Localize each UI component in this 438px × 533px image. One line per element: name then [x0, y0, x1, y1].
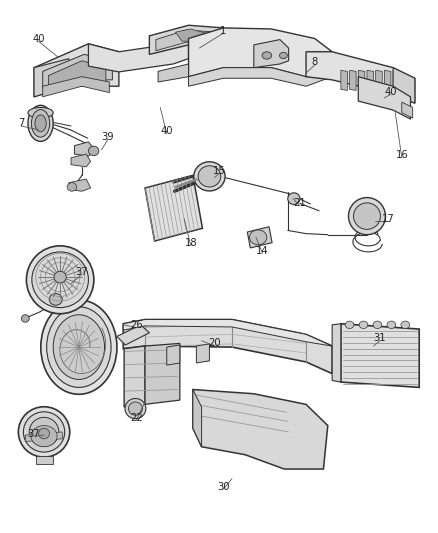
Text: 16: 16	[396, 150, 408, 160]
Ellipse shape	[279, 52, 287, 59]
Ellipse shape	[28, 108, 53, 118]
Polygon shape	[43, 77, 110, 97]
Text: 22: 22	[130, 413, 143, 423]
Polygon shape	[341, 324, 419, 387]
Polygon shape	[117, 325, 149, 345]
Polygon shape	[306, 52, 415, 103]
Polygon shape	[393, 70, 399, 91]
Ellipse shape	[23, 412, 65, 452]
Polygon shape	[145, 175, 202, 241]
Polygon shape	[393, 68, 415, 103]
Text: 21: 21	[293, 198, 306, 208]
Polygon shape	[69, 179, 91, 191]
Ellipse shape	[88, 146, 99, 156]
Polygon shape	[145, 343, 180, 405]
Text: 18: 18	[184, 238, 197, 248]
Polygon shape	[156, 30, 217, 51]
Polygon shape	[43, 54, 113, 88]
Polygon shape	[358, 77, 410, 119]
Polygon shape	[402, 102, 413, 118]
Polygon shape	[74, 142, 95, 156]
Ellipse shape	[39, 428, 49, 439]
Polygon shape	[367, 70, 374, 91]
Ellipse shape	[125, 399, 146, 419]
Text: 17: 17	[382, 214, 395, 224]
Text: 8: 8	[311, 58, 318, 67]
Polygon shape	[34, 44, 119, 97]
Text: 31: 31	[374, 333, 386, 343]
Ellipse shape	[198, 166, 221, 187]
Ellipse shape	[373, 321, 382, 328]
Polygon shape	[358, 70, 365, 91]
Polygon shape	[193, 390, 328, 469]
Ellipse shape	[49, 294, 62, 305]
Text: 26: 26	[130, 320, 143, 330]
Polygon shape	[88, 38, 188, 72]
Text: 30: 30	[217, 481, 230, 491]
Text: 40: 40	[32, 34, 45, 44]
Ellipse shape	[67, 183, 77, 191]
Text: 20: 20	[208, 338, 221, 349]
Polygon shape	[167, 345, 180, 365]
Polygon shape	[158, 64, 188, 82]
Ellipse shape	[359, 321, 368, 328]
Text: 37: 37	[76, 267, 88, 277]
Text: 40: 40	[385, 86, 397, 96]
Polygon shape	[193, 390, 201, 447]
Ellipse shape	[250, 230, 267, 245]
Ellipse shape	[32, 252, 88, 308]
Ellipse shape	[349, 198, 385, 235]
Polygon shape	[196, 344, 209, 363]
Polygon shape	[176, 29, 206, 41]
Polygon shape	[25, 432, 62, 441]
Polygon shape	[254, 39, 289, 68]
Polygon shape	[123, 319, 332, 346]
Polygon shape	[44, 294, 78, 303]
Ellipse shape	[54, 271, 66, 283]
Polygon shape	[34, 59, 69, 97]
Ellipse shape	[26, 246, 94, 314]
Text: 14: 14	[256, 246, 269, 256]
Ellipse shape	[345, 321, 354, 328]
Ellipse shape	[28, 106, 53, 141]
Ellipse shape	[32, 110, 49, 137]
Polygon shape	[36, 456, 53, 464]
Ellipse shape	[18, 407, 70, 457]
Text: 37: 37	[28, 429, 40, 439]
Ellipse shape	[194, 162, 225, 191]
Text: 15: 15	[212, 166, 226, 176]
Text: 40: 40	[160, 126, 173, 136]
Polygon shape	[188, 68, 332, 86]
Ellipse shape	[21, 315, 29, 322]
Ellipse shape	[31, 425, 57, 447]
Polygon shape	[188, 28, 332, 77]
Polygon shape	[123, 319, 332, 374]
Ellipse shape	[41, 300, 117, 394]
Ellipse shape	[401, 321, 410, 328]
Polygon shape	[376, 70, 382, 91]
Ellipse shape	[288, 193, 300, 205]
Polygon shape	[350, 70, 356, 91]
Ellipse shape	[353, 203, 381, 229]
Polygon shape	[385, 70, 391, 91]
Polygon shape	[149, 25, 223, 54]
Ellipse shape	[262, 52, 272, 59]
Polygon shape	[71, 154, 91, 167]
Polygon shape	[332, 324, 341, 382]
Ellipse shape	[29, 417, 59, 447]
Polygon shape	[48, 61, 106, 88]
Polygon shape	[341, 70, 347, 91]
Ellipse shape	[387, 321, 396, 328]
Ellipse shape	[47, 307, 111, 387]
Ellipse shape	[128, 402, 142, 415]
Polygon shape	[124, 346, 145, 407]
Text: 1: 1	[220, 26, 226, 36]
Ellipse shape	[35, 115, 46, 132]
Ellipse shape	[53, 315, 105, 379]
Text: 39: 39	[102, 132, 114, 142]
Text: 7: 7	[18, 118, 24, 128]
Polygon shape	[247, 227, 272, 248]
